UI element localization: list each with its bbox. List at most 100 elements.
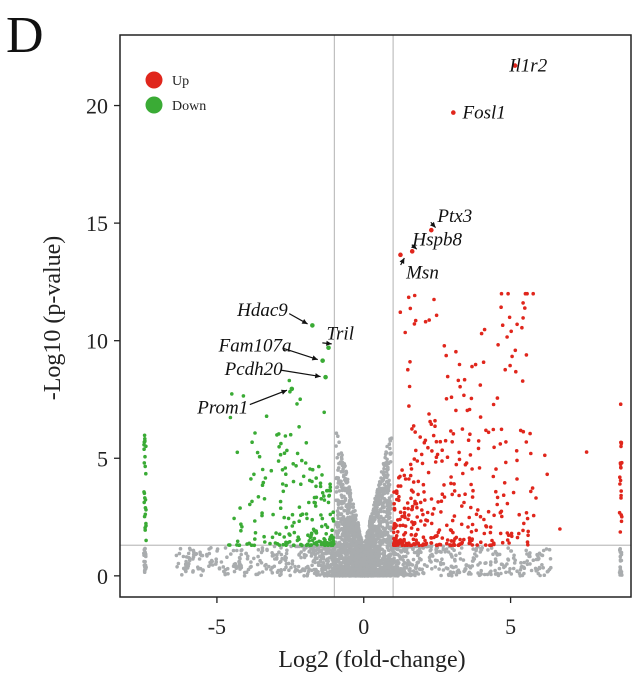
data-point <box>369 568 374 572</box>
data-point <box>346 489 351 494</box>
data-point <box>321 561 326 565</box>
data-point <box>279 552 284 557</box>
data-point <box>319 560 323 564</box>
data-point <box>295 402 299 406</box>
data-point <box>495 551 499 556</box>
data-point <box>226 572 230 576</box>
data-point <box>424 518 428 522</box>
data-point <box>300 458 304 463</box>
data-point <box>381 539 386 543</box>
data-point <box>332 552 337 557</box>
data-point <box>478 561 482 565</box>
data-point <box>497 566 502 571</box>
data-point <box>526 533 530 538</box>
data-point <box>282 515 287 520</box>
data-point <box>314 476 319 480</box>
data-point <box>393 525 397 529</box>
data-point <box>241 394 246 398</box>
labeled-point-msn <box>398 252 403 258</box>
data-point <box>449 429 453 433</box>
data-point <box>379 514 383 519</box>
data-point <box>364 562 369 566</box>
data-point <box>469 482 473 487</box>
data-point <box>415 561 420 565</box>
data-point <box>499 571 503 576</box>
data-point <box>339 502 344 506</box>
data-point <box>541 566 545 570</box>
data-point <box>352 572 357 577</box>
data-point <box>491 402 496 407</box>
data-point <box>144 508 148 512</box>
data-point <box>479 568 484 573</box>
data-point <box>380 534 385 539</box>
data-point <box>262 534 266 539</box>
data-point <box>290 562 295 566</box>
data-point <box>356 550 360 555</box>
data-point <box>377 492 382 497</box>
data-point <box>330 528 334 532</box>
data-point <box>500 562 505 567</box>
data-point <box>215 549 219 553</box>
data-point <box>502 565 506 570</box>
data-point <box>372 561 376 565</box>
data-point <box>393 565 397 570</box>
data-point <box>209 546 213 550</box>
data-point <box>482 327 487 332</box>
data-point <box>260 511 264 515</box>
data-point <box>398 310 403 315</box>
data-point <box>275 556 279 560</box>
data-point <box>462 537 466 542</box>
data-point <box>454 408 458 413</box>
data-point <box>462 500 466 505</box>
data-point <box>247 541 251 546</box>
data-point <box>362 562 366 567</box>
data-point <box>274 531 278 535</box>
data-point <box>457 450 461 455</box>
data-point <box>314 484 318 489</box>
data-point <box>294 464 298 468</box>
data-point <box>294 567 298 572</box>
data-point <box>328 573 332 578</box>
data-point <box>403 515 407 520</box>
data-point <box>343 541 347 545</box>
data-point <box>449 481 453 486</box>
data-point <box>511 556 516 560</box>
data-point <box>343 476 348 481</box>
data-point <box>584 450 589 454</box>
data-point <box>540 553 545 558</box>
data-point <box>431 433 436 438</box>
data-point <box>619 444 623 449</box>
data-point <box>483 543 488 547</box>
data-point <box>385 519 389 523</box>
data-point <box>421 512 425 517</box>
data-point <box>219 560 224 564</box>
data-point <box>227 543 231 547</box>
data-point <box>384 532 389 537</box>
data-point <box>491 474 496 479</box>
data-point <box>454 349 458 354</box>
data-point <box>342 517 346 521</box>
data-point <box>385 569 390 574</box>
data-point <box>469 530 474 534</box>
data-point <box>491 427 496 432</box>
data-point <box>486 509 491 514</box>
data-point <box>380 486 385 491</box>
data-point <box>264 567 269 571</box>
data-point <box>430 554 435 558</box>
data-point <box>448 570 453 574</box>
data-point <box>387 542 392 546</box>
data-point <box>482 572 487 577</box>
data-point <box>508 363 512 368</box>
data-point <box>277 550 281 554</box>
data-point <box>287 540 292 544</box>
data-point <box>307 567 311 571</box>
data-point <box>371 542 376 547</box>
data-point <box>250 440 254 445</box>
data-point <box>304 441 309 445</box>
labeled-point-prom1 <box>289 386 295 392</box>
data-point <box>458 557 463 561</box>
data-point <box>191 569 195 573</box>
data-point <box>339 451 344 455</box>
data-point <box>397 539 401 543</box>
